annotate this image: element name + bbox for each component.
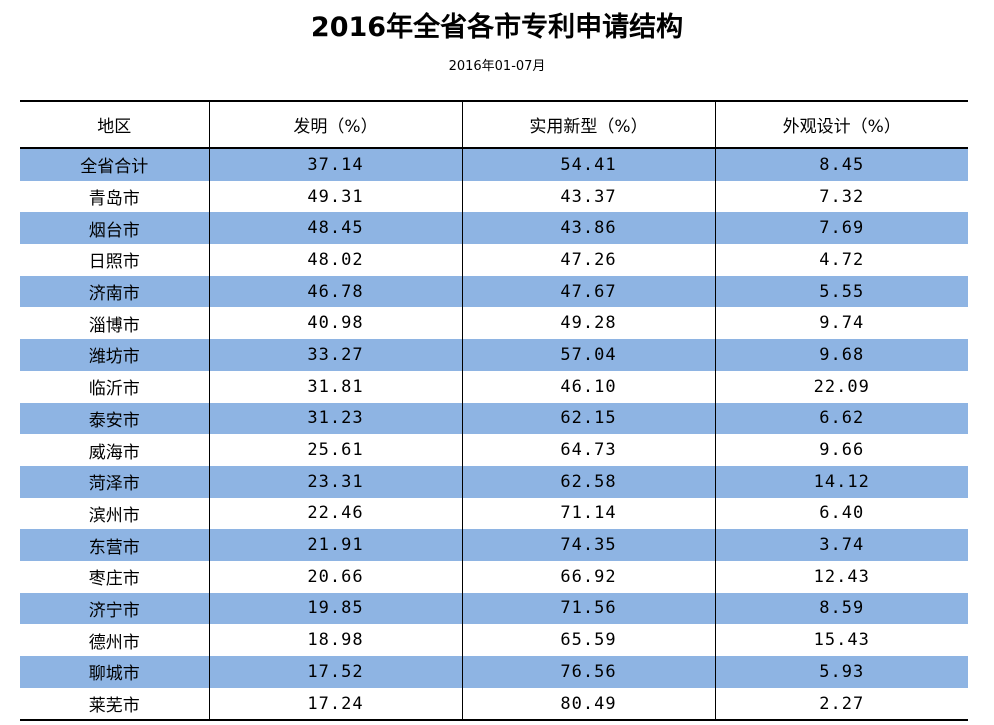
cell-design: 9.66 [714,434,968,466]
cell-region: 潍坊市 [20,339,209,371]
table-row: 烟台市 48.45 43.86 7.69 [20,212,968,245]
cell-region: 滨州市 [88,505,140,526]
cell-design: 8.45 [714,148,968,181]
table-row: 日照市 48.02 47.26 4.72 [20,244,968,276]
cell-region: 淄博市 [88,315,140,336]
table-row: 滨州市 22.46 71.14 6.40 [20,497,968,530]
cell-utility-model: 62.15 [461,402,715,435]
cell-region: 枣庄市 [88,569,140,590]
table-row: 济宁市 19.85 71.56 8.59 [20,592,968,625]
cell-invention: 46.78 [208,275,462,308]
page-title: 2016年全省各市专利申请结构 [310,12,684,43]
table-row: 聊城市 17.52 76.56 5.93 [20,656,968,688]
header-utility-model: 实用新型（%） [461,100,715,149]
table-row: 东营市 21.91 74.35 3.74 [20,529,968,561]
cell-region: 日照市 [88,252,140,273]
cell-utility-model: 71.14 [461,497,715,530]
cell-invention: 48.02 [208,244,462,276]
cell-design: 14.12 [714,465,968,498]
cell-region: 济宁市 [20,592,209,625]
cell-region: 青岛市 [88,189,140,210]
cell-invention: 20.66 [208,560,462,593]
cell-region: 聊城市 [20,656,209,688]
cell-utility-model: 74.35 [461,529,715,561]
cell-region: 莱芜市 [20,687,209,722]
cell-utility-model: 47.26 [461,244,715,276]
cell-region: 泰安市 [20,402,209,435]
table-row: 德州市 18.98 65.59 15.43 [20,624,968,656]
table-header-row: 地区 发明（%） 实用新型（%） 外观设计（%） [20,100,968,149]
cell-design: 12.43 [714,560,968,593]
cell-design: 6.62 [714,402,968,435]
cell-design: 6.40 [714,497,968,530]
cell-utility-model: 62.58 [461,465,715,498]
cell-design: 7.69 [714,212,968,245]
cell-utility-model: 66.92 [461,560,715,593]
cell-invention: 40.98 [208,307,462,340]
cell-design: 5.55 [714,275,968,308]
cell-utility-model: 57.04 [461,339,715,371]
cell-invention: 19.85 [208,592,462,625]
cell-region: 全省合计 [20,148,209,181]
cell-invention: 17.24 [208,687,462,722]
table-row: 潍坊市 33.27 57.04 9.68 [20,339,968,371]
header-region: 地区 [20,100,209,149]
page-subtitle: 2016年01-07月 [448,59,546,74]
header-design: 外观设计（%） [714,100,968,149]
cell-invention: 33.27 [208,339,462,371]
cell-invention: 31.23 [208,402,462,435]
cell-design: 4.72 [714,244,968,276]
cell-region: 东营市 [20,529,209,561]
cell-invention: 18.98 [208,624,462,656]
cell-design: 9.74 [714,307,968,340]
cell-region: 菏泽市 [20,465,209,498]
cell-utility-model: 47.67 [461,275,715,308]
table-row: 济南市 46.78 47.67 5.55 [20,275,968,308]
cell-design: 9.68 [714,339,968,371]
cell-utility-model: 54.41 [461,148,715,181]
cell-utility-model: 71.56 [461,592,715,625]
cell-design: 7.32 [714,180,968,213]
cell-utility-model: 49.28 [461,307,715,340]
cell-invention: 48.45 [208,212,462,245]
cell-invention: 22.46 [208,497,462,530]
cell-invention: 31.81 [208,370,462,403]
table-row: 淄博市 40.98 49.28 9.74 [20,307,968,340]
cell-invention: 37.14 [208,148,462,181]
cell-design: 5.93 [714,656,968,688]
cell-utility-model: 80.49 [461,687,715,722]
table-row: 枣庄市 20.66 66.92 12.43 [20,560,968,593]
table-row: 莱芜市 17.24 80.49 2.27 [20,687,968,722]
cell-design: 3.74 [714,529,968,561]
cell-invention: 21.91 [208,529,462,561]
cell-design: 22.09 [714,370,968,403]
cell-utility-model: 43.86 [461,212,715,245]
table-row: 泰安市 31.23 62.15 6.62 [20,402,968,435]
cell-invention: 25.61 [208,434,462,466]
cell-invention: 49.31 [208,180,462,213]
table-row: 临沂市 31.81 46.10 22.09 [20,370,968,403]
cell-region: 临沂市 [88,379,140,400]
cell-invention: 23.31 [208,465,462,498]
cell-utility-model: 46.10 [461,370,715,403]
cell-utility-model: 65.59 [461,624,715,656]
cell-region: 德州市 [88,632,140,653]
cell-invention: 17.52 [208,656,462,688]
table-row: 菏泽市 23.31 62.58 14.12 [20,465,968,498]
cell-utility-model: 76.56 [461,656,715,688]
table-row: 全省合计 37.14 54.41 8.45 [20,148,968,181]
cell-design: 2.27 [714,687,968,722]
cell-utility-model: 43.37 [461,180,715,213]
cell-utility-model: 64.73 [461,434,715,466]
cell-region: 济南市 [20,275,209,308]
header-invention: 发明（%） [208,100,462,149]
cell-region: 烟台市 [20,212,209,245]
table-row: 威海市 25.61 64.73 9.66 [20,434,968,466]
patent-structure-table: 地区 发明（%） 实用新型（%） 外观设计（%） 全省合计 37.14 54.41 8… [20,100,968,722]
cell-design: 8.59 [714,592,968,625]
cell-design: 15.43 [714,624,968,656]
cell-region: 威海市 [88,442,140,463]
table-row: 青岛市 49.31 43.37 7.32 [20,180,968,213]
